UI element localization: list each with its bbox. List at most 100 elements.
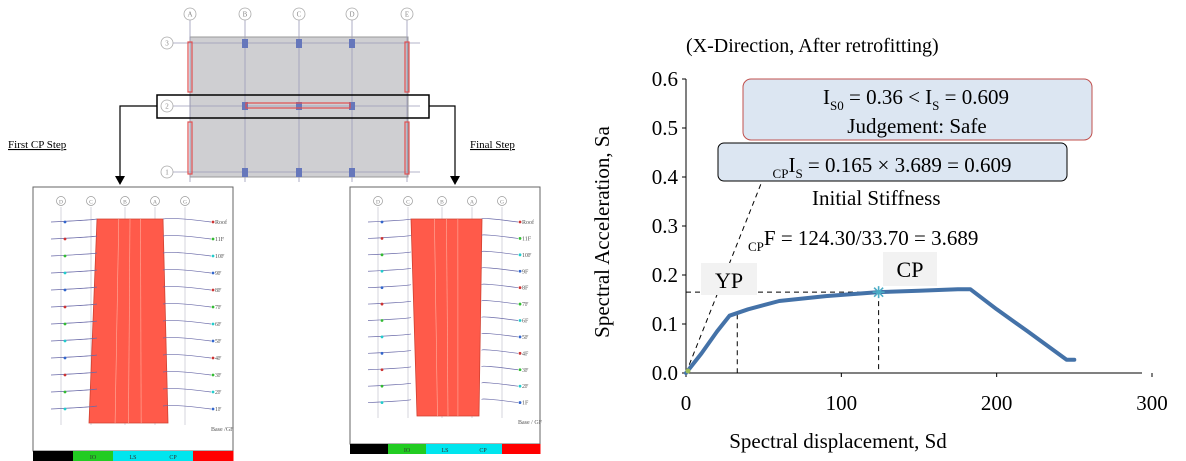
floor-label: 9F [215, 271, 222, 277]
elevation-axis-bubble [180, 196, 190, 206]
floor-label: 8F [522, 286, 529, 292]
hinge-marker [211, 322, 215, 326]
is-calc-text: CPIS = 0.165 × 3.689 = 0.609 [773, 153, 1012, 181]
wall-grid-line [114, 218, 120, 424]
hinge-marker [211, 305, 215, 309]
plan-axis-b: B [243, 11, 248, 19]
legend-label: CP [479, 448, 487, 454]
first-step-label: First CP Step [8, 139, 67, 151]
x-tick-label: 0 [681, 391, 692, 415]
floor-label: 5F [522, 335, 529, 341]
floor-label: 6F [215, 322, 222, 328]
hinge-marker [63, 237, 67, 241]
floor-beam-line [367, 316, 519, 321]
chart-title: (X-Direction, After retrofitting) [686, 35, 939, 57]
floor-beam-line [367, 333, 519, 338]
floor-beam-line [50, 388, 212, 393]
hinge-marker [63, 271, 67, 275]
floor-beam-line [367, 349, 519, 354]
wall-grid-line [140, 218, 142, 424]
hinge-marker [211, 407, 215, 411]
hinge-marker [63, 288, 67, 292]
floor-label: 10F [215, 254, 225, 260]
floor-label: 3F [215, 373, 222, 379]
floor-label: 8F [215, 288, 222, 294]
axes: 0.0 0.1 0.2 0.3 0.4 0.5 0.6 0 100 200 300 [652, 67, 1168, 415]
elevation-axis-label: D [376, 200, 380, 206]
legend-label: IO [90, 455, 97, 461]
floor-beam-line [50, 252, 212, 257]
legend-swatch [193, 451, 234, 461]
capacity-curve-line [684, 287, 1077, 375]
cp-label-text: CP [897, 257, 924, 282]
x-axis-label: Spectral displacement, Sd [729, 429, 947, 453]
legend-swatch [388, 444, 427, 454]
legend-swatch [113, 451, 154, 461]
hinge-marker [380, 319, 384, 322]
hinge-marker [63, 407, 67, 411]
hinge-marker [63, 254, 67, 258]
floor-beam-line [50, 235, 212, 240]
elevation-axis-bubble [403, 196, 413, 206]
is-comparison-text: IS0 = 0.36 < IS = 0.609 [823, 85, 1009, 113]
wall-grid-line [446, 218, 449, 417]
initial-stiffness-line [685, 157, 772, 374]
plan-axis-1: 1 [165, 169, 169, 177]
floor-beam-line [367, 250, 519, 256]
hinge-marker [518, 351, 522, 355]
judgement-text: Judgement: Safe [847, 114, 986, 138]
base-label: Base / GF [518, 420, 543, 426]
floor-label: Roof [215, 219, 227, 226]
legend-label: LS [129, 455, 136, 461]
hinge-marker [211, 339, 215, 343]
hinge-marker [380, 368, 384, 372]
x-tick-label: 300 [1136, 391, 1168, 415]
wall-grid-line [434, 218, 438, 417]
floor-beam-line [50, 320, 212, 325]
origin-marker [685, 368, 691, 374]
shear-wall [410, 218, 483, 417]
capacity-spectrum-chart: (X-Direction, After retrofitting) Spectr… [590, 35, 1168, 453]
hinge-marker [63, 356, 67, 360]
plan-axis-3: 3 [165, 40, 169, 48]
floor-label: 7F [215, 305, 222, 311]
floor-beam-line [367, 300, 519, 305]
floor-label: 1F [522, 401, 529, 407]
hinge-marker [518, 253, 522, 257]
elevation-axis-bubble [437, 196, 447, 206]
floor-beam-line [367, 382, 519, 387]
elevation-axis-label: G [183, 200, 187, 206]
plan-axis-c: C [297, 11, 302, 19]
hinge-marker [211, 288, 215, 292]
y-tick-label: 0.5 [652, 116, 678, 140]
yp-label-text: YP [715, 268, 743, 293]
cpf-text: CPF = 124.30/33.70 = 3.689 [748, 226, 978, 254]
legend-label: LS [441, 448, 448, 454]
plan-axis-e: E [405, 11, 409, 19]
floor-label: 7F [522, 302, 529, 308]
hinge-marker [518, 302, 522, 306]
hinge-marker [211, 220, 215, 224]
cp-label: CP [883, 252, 937, 286]
floor-label: 11F [522, 236, 532, 242]
elevation-axis-bubble [150, 196, 160, 206]
hinge-marker [518, 286, 522, 290]
hinge-marker [380, 286, 384, 290]
hinge-marker [518, 237, 522, 240]
initial-stiffness-label: Initial Stiffness [812, 186, 941, 210]
plan-axis-a: A [187, 11, 192, 19]
floor-label: 2F [522, 384, 529, 390]
legend-swatch [464, 444, 503, 454]
hinge-marker [63, 339, 67, 343]
markers [685, 286, 885, 374]
y-tick-label: 0.3 [652, 214, 678, 238]
hinge-marker [211, 373, 215, 377]
y-tick-label: 0.1 [652, 312, 678, 336]
floor-label: 4F [215, 356, 222, 362]
x-tick-label: 100 [826, 391, 858, 415]
elevation-axis-bubble [467, 196, 477, 206]
plan-axis-d: D [349, 11, 354, 19]
floor-label: 11F [215, 237, 225, 243]
hinge-marker [211, 271, 215, 275]
